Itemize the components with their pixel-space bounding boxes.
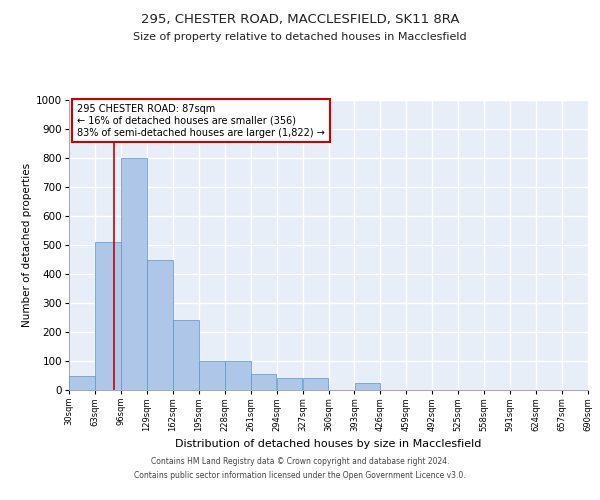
Bar bbox=[355, 383, 380, 390]
Y-axis label: Number of detached properties: Number of detached properties bbox=[22, 163, 32, 327]
Bar bbox=[225, 361, 251, 390]
Bar bbox=[173, 320, 199, 390]
Bar bbox=[69, 376, 95, 390]
X-axis label: Distribution of detached houses by size in Macclesfield: Distribution of detached houses by size … bbox=[175, 439, 482, 449]
Bar bbox=[251, 374, 277, 390]
Bar bbox=[147, 260, 173, 390]
Text: Size of property relative to detached houses in Macclesfield: Size of property relative to detached ho… bbox=[133, 32, 467, 42]
Text: 295, CHESTER ROAD, MACCLESFIELD, SK11 8RA: 295, CHESTER ROAD, MACCLESFIELD, SK11 8R… bbox=[141, 12, 459, 26]
Text: Contains public sector information licensed under the Open Government Licence v3: Contains public sector information licen… bbox=[134, 471, 466, 480]
Bar bbox=[121, 158, 147, 390]
Bar bbox=[277, 378, 302, 390]
Bar bbox=[302, 378, 328, 390]
Text: Contains HM Land Registry data © Crown copyright and database right 2024.: Contains HM Land Registry data © Crown c… bbox=[151, 458, 449, 466]
Bar bbox=[199, 361, 224, 390]
Text: 295 CHESTER ROAD: 87sqm
← 16% of detached houses are smaller (356)
83% of semi-d: 295 CHESTER ROAD: 87sqm ← 16% of detache… bbox=[77, 104, 325, 138]
Bar bbox=[95, 242, 121, 390]
